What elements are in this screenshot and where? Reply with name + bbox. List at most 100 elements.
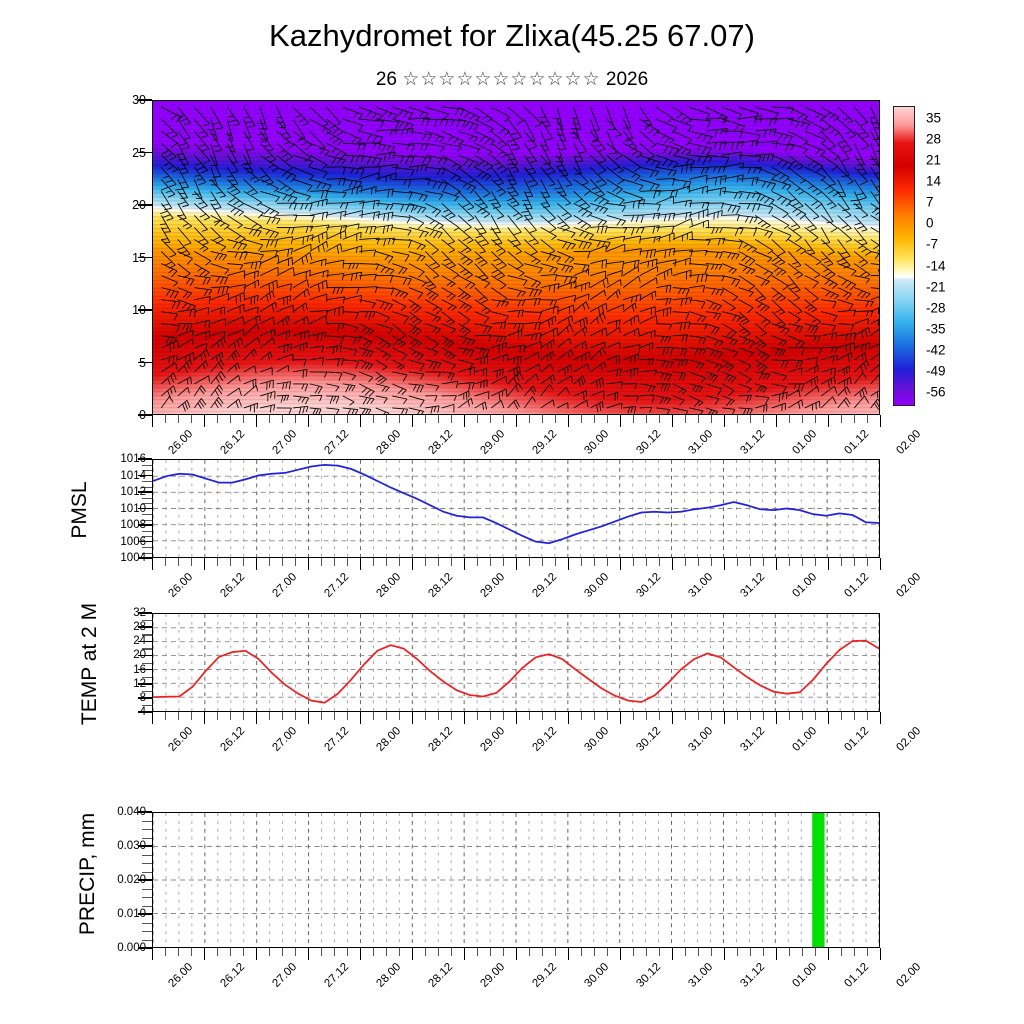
- y-tick-major: [138, 711, 152, 713]
- x-tick-minor: [399, 415, 401, 423]
- y-tick-major: [138, 626, 152, 629]
- subtitle-date: 26 ☆☆☆☆☆☆☆☆☆☆☆ 2026: [0, 68, 1024, 91]
- x-tick-minor: [282, 415, 284, 423]
- x-tick-major: [828, 948, 830, 960]
- x-tick-minor: [750, 415, 752, 423]
- x-tick-minor: [438, 558, 440, 566]
- y-tick-minor: [142, 871, 152, 873]
- x-tick-label: 27.00: [270, 428, 300, 457]
- x-tick-minor: [802, 415, 804, 423]
- x-tick-major: [672, 415, 674, 427]
- y-tick-minor: [142, 676, 152, 678]
- x-tick-label: 31.00: [686, 428, 716, 457]
- x-tick-label: 29.12: [530, 571, 560, 600]
- x-tick-minor: [581, 948, 583, 956]
- x-tick-minor: [282, 948, 284, 956]
- x-tick-major: [776, 712, 778, 724]
- x-tick-minor: [698, 558, 700, 566]
- y-tick-label: 0.010: [117, 908, 146, 920]
- temperature-plot: [152, 613, 880, 712]
- x-tick-label: 01.12: [842, 961, 872, 990]
- y-tick-label: 1014: [120, 469, 146, 482]
- y-tick-minor: [142, 530, 152, 532]
- x-tick-minor: [334, 415, 336, 423]
- x-tick-minor: [685, 948, 687, 956]
- y-tick-minor: [142, 552, 152, 554]
- x-tick-major: [152, 948, 154, 960]
- x-tick-label: 28.12: [426, 725, 456, 754]
- x-tick-minor: [243, 415, 245, 423]
- y-tick-minor: [142, 897, 152, 899]
- x-tick-minor: [191, 712, 193, 720]
- x-tick-major: [724, 948, 726, 960]
- x-tick-minor: [711, 712, 713, 720]
- x-tick-label: 27.12: [322, 725, 352, 754]
- x-tick-major: [776, 415, 778, 427]
- y-tick-major: [138, 414, 152, 416]
- x-tick-label: 29.12: [530, 961, 560, 990]
- x-tick-label: 28.00: [374, 428, 404, 457]
- wind-barb-overlay: [159, 106, 879, 414]
- x-tick-major: [204, 558, 206, 570]
- x-tick-minor: [854, 415, 856, 423]
- x-tick-minor: [373, 948, 375, 956]
- x-tick-minor: [529, 948, 531, 956]
- x-tick-minor: [490, 558, 492, 566]
- x-tick-major: [464, 558, 466, 570]
- x-tick-minor: [711, 558, 713, 566]
- x-tick-minor: [685, 712, 687, 720]
- x-tick-minor: [438, 415, 440, 423]
- x-tick-minor: [594, 558, 596, 566]
- y-tick-major: [138, 507, 152, 510]
- y-tick-major: [138, 309, 152, 311]
- x-tick-minor: [178, 712, 180, 720]
- x-tick-minor: [477, 712, 479, 720]
- x-tick-minor: [659, 712, 661, 720]
- y-tick-minor: [142, 888, 152, 890]
- x-tick-major: [204, 712, 206, 724]
- x-tick-minor: [503, 415, 505, 423]
- x-tick-minor: [477, 948, 479, 956]
- x-tick-minor: [295, 415, 297, 423]
- x-tick-minor: [399, 948, 401, 956]
- x-tick-major: [152, 415, 154, 427]
- x-tick-major: [828, 712, 830, 724]
- x-tick-label: 02.00: [894, 571, 924, 600]
- x-tick-minor: [867, 558, 869, 566]
- x-tick-label: 01.00: [790, 571, 820, 600]
- x-tick-minor: [750, 948, 752, 956]
- x-tick-minor: [373, 415, 375, 423]
- x-tick-major: [256, 558, 258, 570]
- y-tick-minor: [142, 470, 152, 472]
- x-tick-major: [880, 948, 882, 960]
- y-tick-major: [138, 557, 152, 559]
- x-tick-minor: [230, 558, 232, 566]
- colorbar-tick: -14: [926, 258, 946, 274]
- x-tick-minor: [425, 712, 427, 720]
- x-tick-minor: [451, 415, 453, 423]
- x-tick-major: [308, 558, 310, 570]
- x-tick-minor: [503, 712, 505, 720]
- y-tick-label: 1006: [120, 535, 146, 548]
- x-tick-minor: [321, 948, 323, 956]
- x-tick-major: [412, 712, 414, 724]
- x-tick-major: [412, 948, 414, 960]
- x-tick-major: [308, 415, 310, 427]
- y-tick-major: [138, 474, 152, 477]
- y-tick-label: 0.020: [117, 874, 146, 886]
- x-tick-minor: [685, 558, 687, 566]
- x-tick-minor: [334, 712, 336, 720]
- colorbar-tick: 0: [926, 215, 934, 231]
- x-tick-minor: [594, 712, 596, 720]
- x-tick-major: [568, 712, 570, 724]
- y-tick-major: [138, 524, 152, 526]
- x-tick-minor: [841, 415, 843, 423]
- y-tick-minor: [142, 854, 152, 856]
- x-tick-label: 02.00: [894, 725, 924, 754]
- x-tick-minor: [633, 712, 635, 720]
- y-tick-major: [138, 540, 152, 543]
- x-tick-minor: [763, 558, 765, 566]
- x-tick-label: 27.00: [270, 961, 300, 990]
- pmsl-plot: [152, 459, 880, 558]
- x-tick-minor: [802, 948, 804, 956]
